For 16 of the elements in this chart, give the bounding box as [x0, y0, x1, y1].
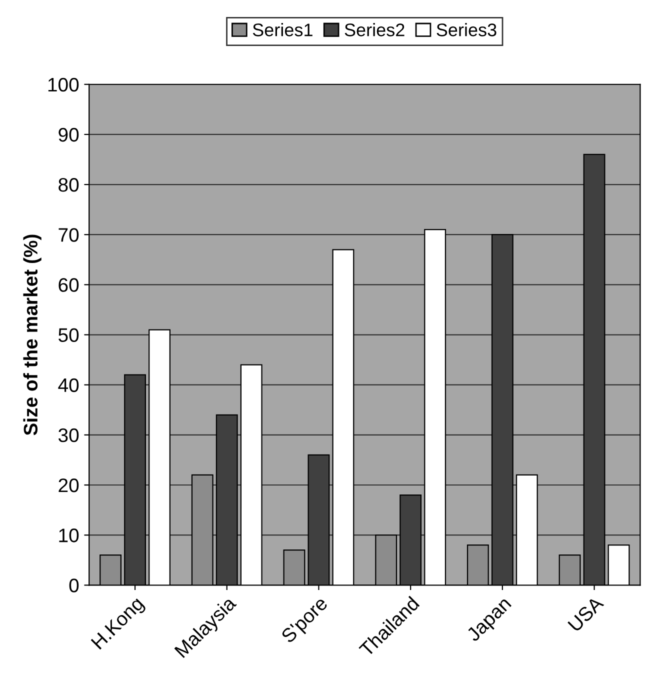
y-tick-label: 40 — [58, 378, 79, 392]
x-tick-label: USA — [567, 595, 604, 632]
y-tick-label: 90 — [58, 128, 79, 142]
y-axis-title: Size of the market (%) — [23, 234, 42, 436]
y-tick-label: 30 — [58, 428, 79, 442]
y-tick-label: 20 — [58, 478, 79, 492]
y-tick-label: 0 — [69, 578, 79, 592]
y-tick-label: 80 — [58, 178, 79, 192]
y-tick-label: 10 — [59, 528, 79, 542]
y-tick-label: 70 — [58, 228, 79, 242]
legend-label: Series3 — [436, 23, 496, 36]
y-tick-label: 50 — [58, 328, 79, 342]
y-tick-label: 100 — [48, 78, 79, 92]
y-tick-label: 60 — [58, 278, 79, 292]
legend-label: Series2 — [344, 23, 404, 36]
legend-label: Series1 — [252, 23, 312, 36]
